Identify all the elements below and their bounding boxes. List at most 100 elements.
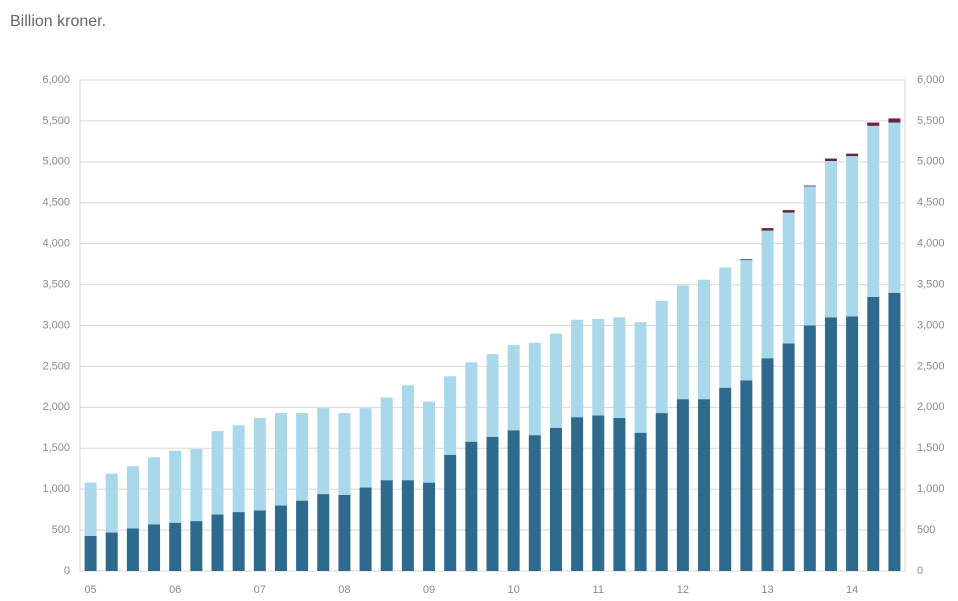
bar-segment — [232, 425, 245, 513]
bar-segment — [528, 342, 541, 436]
x-tick-label: 08 — [338, 584, 350, 596]
bar-segment — [359, 487, 372, 571]
bar-segment — [824, 161, 837, 318]
bar-segment — [105, 532, 118, 571]
bar-segment — [338, 413, 351, 495]
y2-tick-label: 4,500 — [917, 197, 945, 209]
bar-segment — [867, 296, 880, 571]
y2-tick-label: 2,500 — [917, 360, 945, 372]
y-tick-label: 2,000 — [42, 401, 70, 413]
bar-segment — [190, 449, 203, 522]
bar-segment — [676, 399, 689, 571]
bar-segment — [613, 417, 626, 571]
bar-segment — [846, 156, 859, 317]
bar-segment — [253, 417, 266, 511]
bar-segment — [486, 436, 499, 571]
bar-segment — [423, 482, 436, 571]
bar-segment — [169, 522, 182, 571]
bar-segment — [613, 317, 626, 418]
bar-segment — [380, 480, 393, 571]
y2-tick-label: 1,000 — [917, 483, 945, 495]
bar-segment — [888, 118, 901, 123]
bar-segment — [444, 376, 457, 455]
y2-tick-label: 0 — [917, 565, 923, 577]
bar-segment — [761, 230, 774, 359]
bar-segment — [401, 480, 414, 571]
bar-segment — [824, 158, 837, 162]
bar-segment — [486, 354, 499, 437]
bar-segment — [676, 285, 689, 400]
bar-segment — [338, 494, 351, 571]
bar-segment — [148, 524, 161, 571]
bar-segment — [359, 408, 372, 488]
y-tick-label: 2,500 — [42, 360, 70, 372]
x-tick-label: 11 — [593, 584, 604, 596]
y-tick-label: 1,000 — [42, 483, 70, 495]
bar-segment — [507, 345, 520, 431]
y-tick-label: 1,500 — [42, 442, 70, 454]
x-tick-label: 05 — [84, 584, 96, 596]
y-tick-label: 3,000 — [42, 319, 70, 331]
bar-segment — [148, 457, 161, 525]
y-tick-label: 500 — [52, 524, 70, 536]
y2-tick-label: 4,000 — [917, 238, 945, 250]
y2-tick-label: 2,000 — [917, 401, 945, 413]
bar-segment — [888, 292, 901, 571]
bar-segment — [105, 473, 118, 533]
bar-segment — [740, 259, 753, 261]
bar-segment — [698, 399, 711, 571]
bar-segment — [549, 427, 562, 571]
bar-segment — [549, 333, 562, 428]
x-tick-label: 10 — [508, 584, 520, 596]
y2-tick-label: 6,000 — [917, 74, 945, 86]
bar-segment — [296, 413, 309, 501]
x-tick-label: 14 — [846, 584, 858, 596]
bar-segment — [655, 300, 668, 414]
bar-segment — [634, 432, 647, 571]
y-tick-label: 5,000 — [42, 156, 70, 168]
chart-title: Billion kroner. — [10, 13, 106, 30]
y2-tick-label: 5,000 — [917, 156, 945, 168]
bar-segment — [211, 431, 224, 515]
bar-segment — [317, 408, 330, 495]
y2-tick-label: 5,500 — [917, 115, 945, 127]
y-tick-label: 6,000 — [42, 74, 70, 86]
bar-segment — [782, 212, 795, 344]
bar-segment — [571, 417, 584, 571]
bar-segment — [274, 505, 287, 571]
bar-segment — [84, 482, 97, 536]
bar-segment — [846, 316, 859, 571]
bar-segment — [803, 325, 816, 571]
bar-segment — [782, 343, 795, 571]
bar-segment — [126, 466, 139, 529]
bar-segment — [867, 125, 880, 297]
bar-segment — [592, 318, 605, 416]
bar-segment — [84, 535, 97, 571]
bar-segment — [803, 185, 816, 187]
y-tick-label: 4,000 — [42, 238, 70, 250]
y2-tick-label: 1,500 — [917, 442, 945, 454]
bar-segment — [719, 267, 732, 388]
bar-segment — [740, 260, 753, 381]
y-tick-label: 4,500 — [42, 197, 70, 209]
y2-tick-label: 500 — [917, 524, 935, 536]
bar-segment — [169, 450, 182, 523]
bar-segment — [592, 415, 605, 571]
bar-segment — [782, 210, 795, 213]
bar-segment — [423, 401, 436, 483]
bar-segment — [571, 319, 584, 418]
x-tick-label: 13 — [761, 584, 773, 596]
bar-segment — [465, 362, 478, 442]
bar-segment — [317, 494, 330, 571]
y-tick-label: 5,500 — [42, 115, 70, 127]
bar-segment — [444, 454, 457, 571]
bar-segment — [634, 322, 647, 433]
x-tick-label: 06 — [169, 584, 181, 596]
bar-segment — [528, 435, 541, 571]
bar-segment — [190, 521, 203, 571]
bar-segment — [126, 528, 139, 571]
bar-segment — [846, 153, 859, 157]
bar-segment — [719, 387, 732, 571]
